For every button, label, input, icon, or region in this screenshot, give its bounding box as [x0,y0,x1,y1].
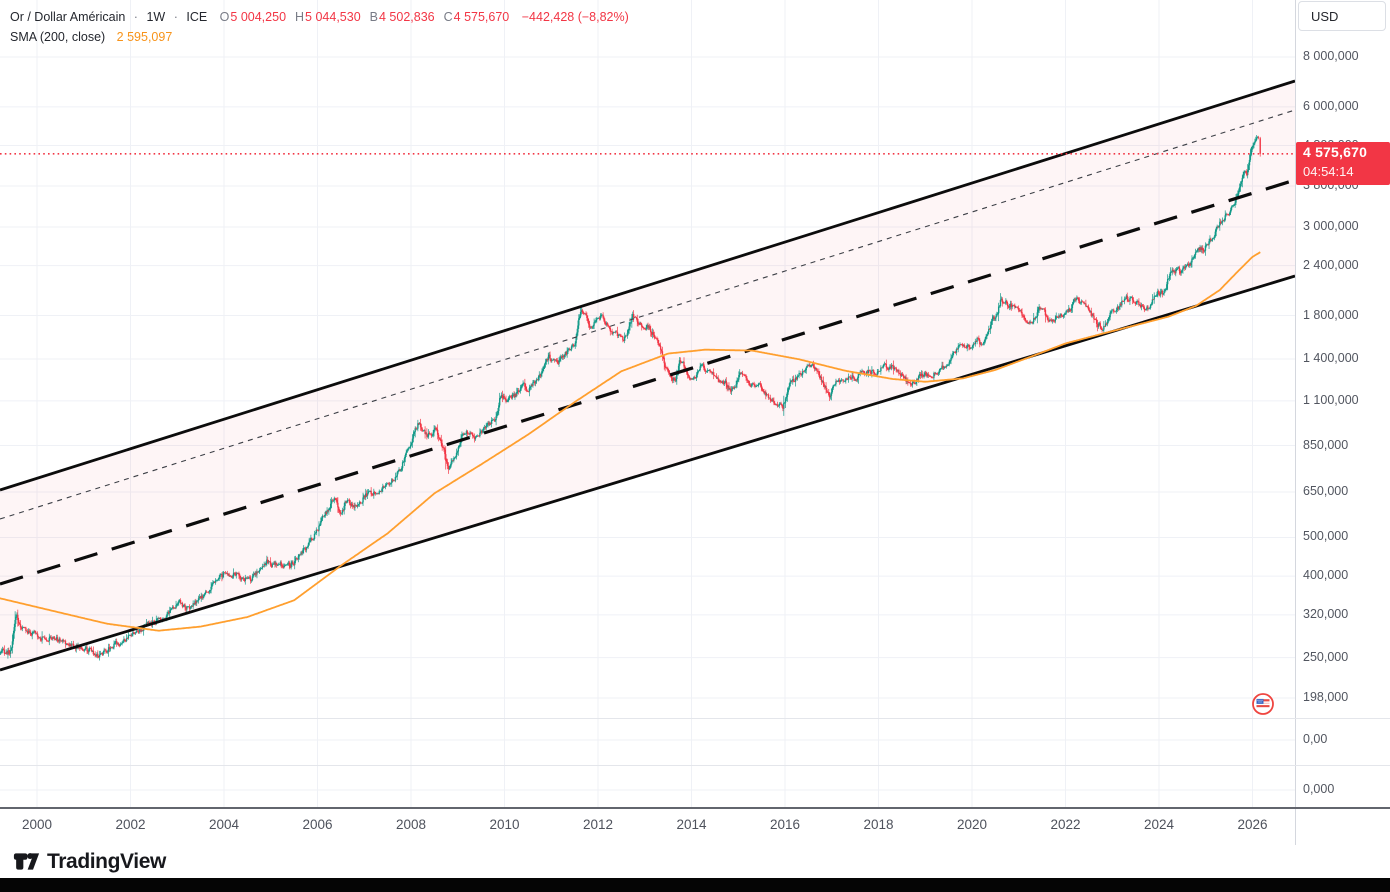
currency-button[interactable]: USD [1298,1,1386,31]
price-axis-border [1295,0,1296,845]
channel-quarter-line[interactable] [0,109,1295,520]
tradingview-mark-icon [13,853,40,870]
channel-bottom-line[interactable] [0,274,1295,672]
ohlc-pair: C4 575,670 [443,10,510,24]
exchange-label: ICE [186,10,208,24]
time-axis-label: 2016 [769,817,801,832]
legend-separator: · [173,10,178,24]
ohlc-pair: H5 044,530 [295,10,361,24]
time-axis-label: 2012 [582,817,614,832]
us-flag-icon [1252,693,1274,715]
price-axis-label: 8 000,000 [1303,49,1359,63]
price-axis-label: 198,000 [1303,690,1349,705]
ohlc-pair: B4 502,836 [369,10,435,24]
price-axis-label: 400,000 [1303,568,1349,583]
price-axis-label: 1 800,000 [1303,307,1359,322]
price-axis-label: 320,000 [1303,606,1349,621]
bottom-bar [0,878,1390,892]
candle-bodies-up [0,137,1259,658]
legend: Or / Dollar Américain · 1W · ICE O5 004,… [10,7,629,47]
sub-pane-axis-label: 0,00 [1303,732,1328,746]
time-axis-separator [0,807,1390,809]
price-axis-label: 3 000,000 [1303,218,1359,233]
price-axis-label: 500,000 [1303,529,1349,544]
chart-pane[interactable] [0,0,1295,808]
price-axis-label: 2 400,000 [1303,257,1359,272]
time-axis-label: 2010 [489,817,520,832]
legend-sma-row[interactable]: SMA (200, close) 2 595,097 [10,27,629,47]
time-axis-label: 2008 [395,817,427,832]
price-axis-label: 6 000,000 [1303,98,1359,113]
last-price-value: 4 575,670 [1303,143,1368,160]
channel-median-line[interactable] [0,178,1295,586]
change-value: −442,428 (−8,82%) [521,10,629,24]
tradingview-logo[interactable]: TradingView [13,850,166,874]
last-price-badge: 4 575,670 04:54:14 [1296,141,1390,185]
time-axis-label: 2006 [302,817,333,832]
legend-separator: · [133,10,138,24]
time-axis-label: 2022 [1050,817,1081,832]
tradingview-wordmark: TradingView [47,849,166,873]
time-axis-label: 2002 [115,817,146,832]
channel-top-line[interactable] [0,79,1295,492]
ohlc-pair: O5 004,250 [219,10,287,24]
time-axis[interactable]: 2000 2002 2004 2006 2008 2010 2012 2014 2016 2018… [0,809,1390,845]
price-axis-label: 850,000 [1303,437,1349,452]
time-axis-label: 2000 [21,817,53,832]
channel-fill [0,81,1295,670]
interval-label: 1W [146,10,166,24]
bar-countdown: 04:54:14 [1303,163,1354,179]
time-axis-label: 2020 [956,817,988,832]
time-axis-label: 2026 [1237,817,1268,832]
symbol-title: Or / Dollar Américain [10,10,126,24]
price-axis-label: 1 100,000 [1303,392,1359,407]
pane-separator[interactable] [0,765,1390,766]
time-axis-label: 2018 [863,817,894,832]
candle-bodies-down [2,137,1261,658]
time-axis-label: 2014 [676,817,707,832]
price-axis-label: 250,000 [1303,649,1349,664]
ohlc-values: O5 004,250 H5 044,530 B4 502,836 C4 575,670 [211,10,510,24]
time-axis-label: 2004 [208,817,240,832]
sub-pane-axis-label: 0,000 [1303,782,1335,796]
sma-200-line[interactable] [0,251,1261,632]
price-axis-label: 1 400,000 [1303,351,1359,366]
time-axis-label: 2024 [1143,817,1175,832]
pane-separator[interactable] [0,718,1390,719]
price-axis-label: 650,000 [1303,484,1349,499]
legend-symbol-row[interactable]: Or / Dollar Américain · 1W · ICE O5 004,… [10,7,629,27]
price-axis[interactable]: USD 4 575,670 04:54:14 8 000,000 6 000,00… [1295,0,1390,808]
attribution-strip: TradingView [0,845,1390,878]
sma-label: SMA (200, close) [10,30,106,44]
sma-value: 2 595,097 [116,30,173,44]
